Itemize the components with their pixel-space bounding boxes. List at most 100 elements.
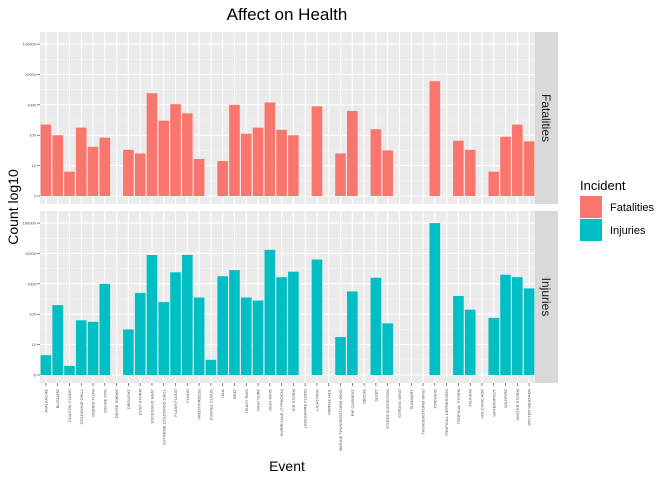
legend-key-fatalities (580, 196, 602, 218)
bar-fatalities-debris-flow (87, 146, 99, 196)
x-tick-label: THUNDERSTORM WIND (421, 389, 426, 435)
y-tick-label-fatalities: 10000 (25, 72, 37, 77)
x-tick-label: STRONG WIND (397, 389, 402, 418)
facet-panel-fatalities: 0 10 100 1000 10000 100000 Fatalities (23, 32, 558, 204)
bar-injuries-coastal-flood (64, 365, 75, 375)
legend-label-injuries: Injuries (610, 225, 646, 237)
y-tick-label-injuries: 100 (29, 312, 36, 317)
bar-fatalities-storm-surge-tide (382, 150, 393, 196)
x-tick-label: TROPICAL DEPRESSION (444, 389, 449, 436)
bar-fatalities-tornado (429, 81, 441, 196)
x-tick-label: HURRICANE (TYPHOON) (279, 388, 284, 436)
bar-fatalities-marine-thunderstorm-wind (335, 153, 346, 196)
x-tick-label: WINTER WEATHER (527, 389, 532, 426)
x-tick-label: FLOOD (185, 389, 190, 403)
y-tick-label-fatalities: 100000 (23, 42, 37, 47)
x-tick-label: VOLCANIC ASH (479, 389, 484, 419)
x-tick-label: TSUNAMI (468, 389, 473, 407)
bar-fatalities-cold-wind-chill (75, 127, 87, 196)
x-tick-label: RIP CURRENT (350, 388, 355, 416)
bar-injuries-cold-wind-chill (75, 320, 87, 375)
bar-injuries-tsunami (464, 309, 476, 375)
x-tick-label: FROST/FREEZE (197, 389, 202, 420)
x-tick-label: LAKESHORE FLOOD (303, 389, 308, 428)
bar-injuries-winter-storm (512, 277, 523, 375)
bar-injuries-wildfire (500, 274, 511, 375)
x-tick-label: LIGHTNING (314, 389, 319, 411)
x-tick-label: FLASH FLOOD (173, 389, 178, 417)
bar-fatalities-heavy-rain (240, 133, 252, 196)
bar-fatalities-high-surf (252, 127, 264, 196)
panel-background-injuries (40, 211, 535, 383)
bar-injuries-frost-freeze (193, 297, 205, 375)
strip-label-injuries: Injuries (539, 278, 553, 317)
strip-injuries (535, 211, 558, 383)
bar-injuries-excessive-heat (146, 254, 158, 375)
x-tick-label: FUNNEL CLOUD (208, 389, 213, 420)
y-tick-label-injuries: 10 (32, 342, 37, 347)
y-axis-title: Count log10 (5, 169, 21, 245)
bar-fatalities-extreme-cold-wind-chill (158, 120, 170, 196)
strip-fatalities (535, 32, 558, 204)
bar-injuries-debris-flow (87, 321, 99, 375)
legend: Incident Fatalities Injuries (580, 178, 655, 241)
x-tick-label: DEBRIS FLOW (91, 389, 96, 417)
legend-title: Incident (580, 178, 626, 193)
x-tick-label: HEAT (232, 388, 237, 399)
strip-label-fatalities: Fatalities (539, 94, 553, 142)
x-tick-label: SUMMARY (409, 389, 414, 410)
bar-injuries-dust-storm (134, 292, 146, 375)
x-tick-label: MARINE HAIL (326, 388, 331, 414)
y-tick-label-injuries: 0 (34, 373, 37, 378)
bar-fatalities-tsunami (464, 149, 476, 196)
bar-injuries-dense-fog (99, 283, 111, 375)
x-tick-label: BLIZZARD (55, 389, 60, 408)
bar-injuries-marine-thunderstorm-wind (335, 337, 346, 375)
bar-injuries-flood (182, 254, 193, 375)
y-tick-label-injuries: 10000 (25, 251, 37, 256)
x-tick-label: ICE STORM (291, 389, 296, 411)
x-tick-label: TROPICAL STORM (456, 389, 461, 424)
bar-fatalities-sleet (370, 129, 382, 196)
bar-fatalities-tropical-storm (453, 140, 464, 196)
bar-fatalities-coastal-flood (64, 171, 75, 196)
bar-fatalities-flood (182, 113, 193, 196)
y-tick-label-fatalities: 0 (34, 194, 37, 199)
bar-injuries-hail (217, 276, 228, 375)
bar-fatalities-ice-storm (288, 135, 299, 196)
x-tick-label: HAIL (220, 388, 225, 398)
chart-title: Affect on Health (227, 5, 348, 24)
bar-injuries-winter-weather (523, 288, 535, 375)
x-tick-label: SLEET (373, 388, 378, 401)
x-tick-label: HIGH SURF (256, 388, 261, 411)
bar-injuries-heavy-rain (240, 297, 252, 375)
bar-fatalities-hail (217, 161, 228, 196)
x-tick-label: EXTREME COLD/WIND CHILL (161, 388, 166, 445)
bar-fatalities-high-wind (264, 102, 276, 196)
x-tick-label: STORM SURGE/TIDE (385, 389, 390, 429)
y-tick-label-fatalities: 10 (32, 163, 37, 168)
bar-injuries-blizzard (52, 305, 63, 375)
bar-fatalities-hurricane-typhoon (276, 129, 287, 196)
x-tick-label: WILDFIRE (503, 389, 508, 408)
x-tick-label: SEICHE (362, 389, 367, 404)
bar-fatalities-dust-storm (134, 153, 146, 196)
y-tick-label-fatalities: 1000 (27, 102, 37, 107)
x-tick-label: COLD/WIND CHILL (79, 388, 84, 424)
x-tick-label: DROUGHT (126, 388, 131, 409)
bar-fatalities-dense-fog (99, 137, 111, 196)
bar-injuries-flash-flood (170, 272, 181, 375)
x-tick-label: WINTER STORM (515, 389, 520, 420)
bar-injuries-extreme-cold-wind-chill (158, 302, 170, 375)
bar-fatalities-winter-storm (512, 124, 523, 196)
y-tick-label-injuries: 100000 (23, 221, 37, 226)
x-tick-label: DENSE FOG (102, 389, 107, 413)
bar-injuries-ice-storm (288, 271, 299, 375)
y-tick-label-fatalities: 100 (29, 133, 36, 138)
x-tick-label: HEAVY RAIN (244, 389, 249, 413)
bar-fatalities-winter-weather (523, 141, 535, 196)
bar-injuries-avalanche (40, 355, 52, 375)
bar-injuries-rip-current (347, 291, 358, 375)
legend-label-fatalities: Fatalities (610, 202, 655, 214)
